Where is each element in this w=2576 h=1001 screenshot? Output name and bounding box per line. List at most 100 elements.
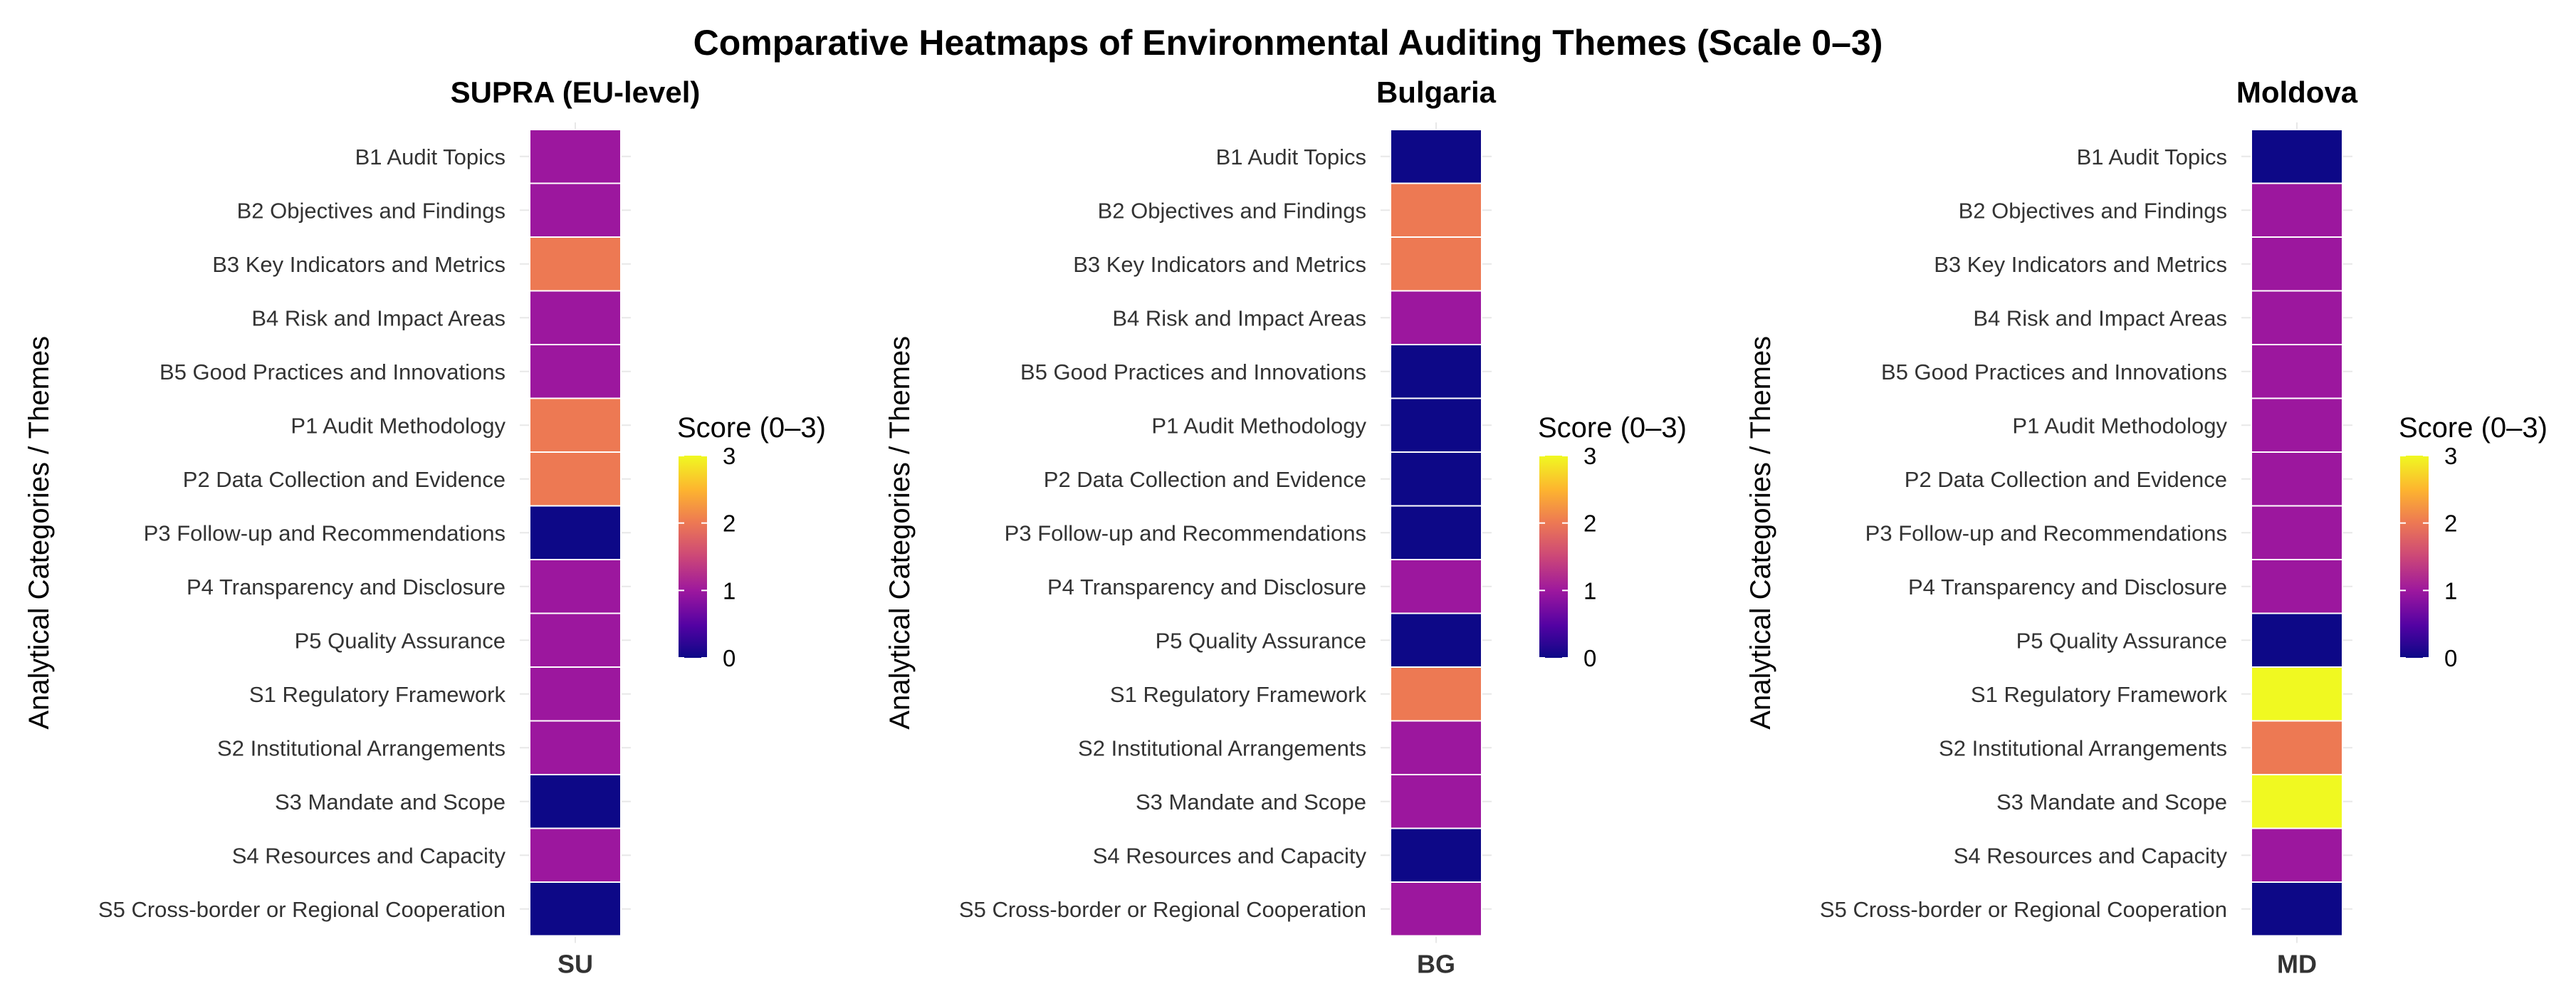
row-label: P2 Data Collection and Evidence (1905, 467, 2227, 492)
heat-cell (2251, 881, 2343, 937)
heat-cell (1390, 881, 1482, 937)
heat-cell (2251, 129, 2343, 184)
legend-tick-label: 2 (1583, 510, 1596, 537)
heat-cell (1390, 774, 1482, 829)
row-label: S2 Institutional Arrangements (1078, 735, 1366, 760)
row-label: B5 Good Practices and Innovations (1881, 360, 2227, 384)
x-axis-label: BG (1417, 950, 1455, 979)
legend-tick-label: 2 (723, 510, 735, 537)
y-axis-title: Analytical Categories / Themes (884, 336, 916, 730)
row-label: B3 Key Indicators and Metrics (1073, 252, 1366, 277)
row-label: B4 Risk and Impact Areas (251, 305, 506, 330)
heat-cell (2251, 505, 2343, 560)
row-label: B3 Key Indicators and Metrics (1934, 252, 2227, 277)
heat-cell (1390, 129, 1482, 184)
row-label: P1 Audit Methodology (290, 413, 506, 438)
heat-cell (1390, 720, 1482, 775)
row-label: P1 Audit Methodology (1151, 413, 1366, 438)
heat-cell (529, 774, 622, 829)
row-label: S4 Resources and Capacity (1954, 843, 2228, 868)
heat-cell (529, 236, 622, 292)
row-label: P3 Follow-up and Recommendations (1005, 520, 1366, 545)
row-label: B4 Risk and Impact Areas (1112, 305, 1366, 330)
heat-cell (1390, 559, 1482, 614)
heat-cell (1390, 612, 1482, 668)
row-label: S5 Cross-border or Regional Cooperation (1820, 897, 2227, 922)
row-label: S2 Institutional Arrangements (1939, 735, 2227, 760)
row-label: B2 Objectives and Findings (237, 198, 506, 223)
legend-tick-label: 3 (723, 443, 735, 469)
row-label: P5 Quality Assurance (1156, 628, 1366, 653)
legend-colorbar (1539, 456, 1568, 658)
heat-cell (529, 344, 622, 399)
heat-cell (529, 559, 622, 614)
heat-cell (529, 612, 622, 668)
panel-title: Bulgaria (1376, 75, 1497, 109)
heat-cell (529, 881, 622, 937)
heat-cell (2251, 451, 2343, 507)
heat-cell (2251, 774, 2343, 829)
row-label: B2 Objectives and Findings (1959, 198, 2227, 223)
row-label: P4 Transparency and Disclosure (1908, 575, 2227, 599)
legend-title: Score (0–3) (2399, 412, 2548, 444)
heat-cell (529, 827, 622, 883)
heat-cell (529, 182, 622, 238)
heat-cell (529, 290, 622, 345)
heat-cell (1390, 451, 1482, 507)
row-label: S1 Regulatory Framework (1110, 682, 1367, 707)
legend-title: Score (0–3) (1538, 412, 1687, 444)
row-label: P2 Data Collection and Evidence (1044, 467, 1366, 492)
heat-cell (529, 720, 622, 775)
heat-cell (2251, 397, 2343, 453)
heat-cell (529, 451, 622, 507)
heat-cell (1390, 827, 1482, 883)
row-label: P5 Quality Assurance (2016, 628, 2227, 653)
panel-title: SUPRA (EU-level) (451, 75, 701, 109)
heat-cell (2251, 827, 2343, 883)
row-label: S4 Resources and Capacity (1093, 843, 1367, 868)
heat-cell (529, 505, 622, 560)
heat-cell (529, 397, 622, 453)
legend-tick-label: 2 (2444, 510, 2457, 537)
y-axis-title: Analytical Categories / Themes (1745, 336, 1776, 730)
row-label: P4 Transparency and Disclosure (187, 575, 506, 599)
row-label: S3 Mandate and Scope (275, 790, 506, 814)
heat-cell (2251, 236, 2343, 292)
heat-cell (2251, 666, 2343, 722)
heat-cell (1390, 290, 1482, 345)
row-label: S1 Regulatory Framework (1971, 682, 2228, 707)
legend-tick-label: 1 (1583, 577, 1596, 604)
heat-cell (2251, 182, 2343, 238)
row-label: S3 Mandate and Scope (1996, 790, 2227, 814)
row-label: B4 Risk and Impact Areas (1973, 305, 2227, 330)
row-label: B1 Audit Topics (355, 145, 506, 169)
heat-cell (1390, 666, 1482, 722)
x-axis-label: MD (2277, 950, 2317, 979)
legend-tick-label: 0 (2444, 645, 2457, 671)
chart-title: Comparative Heatmaps of Environmental Au… (693, 23, 1883, 63)
heat-cell (1390, 344, 1482, 399)
row-label: B5 Good Practices and Innovations (1020, 360, 1366, 384)
legend-tick-label: 0 (1583, 645, 1596, 671)
row-label: S1 Regulatory Framework (249, 682, 506, 707)
heat-cell (2251, 612, 2343, 668)
row-label: P2 Data Collection and Evidence (183, 467, 506, 492)
heat-cell (1390, 182, 1482, 238)
row-label: S4 Resources and Capacity (232, 843, 506, 868)
heat-cell (1390, 397, 1482, 453)
legend-title: Score (0–3) (677, 412, 826, 444)
row-label: B2 Objectives and Findings (1098, 198, 1366, 223)
row-label: B1 Audit Topics (1216, 145, 1366, 169)
heat-cell (2251, 290, 2343, 345)
row-label: S5 Cross-border or Regional Cooperation (959, 897, 1366, 922)
legend-tick-label: 3 (2444, 443, 2457, 469)
legend-tick-label: 1 (723, 577, 735, 604)
row-label: P1 Audit Methodology (2012, 413, 2227, 438)
heat-cell (2251, 720, 2343, 775)
y-axis-title: Analytical Categories / Themes (23, 336, 55, 730)
row-label: B3 Key Indicators and Metrics (212, 252, 506, 277)
heat-cell (2251, 559, 2343, 614)
row-label: P4 Transparency and Disclosure (1047, 575, 1366, 599)
panel-title: Moldova (2236, 75, 2358, 109)
